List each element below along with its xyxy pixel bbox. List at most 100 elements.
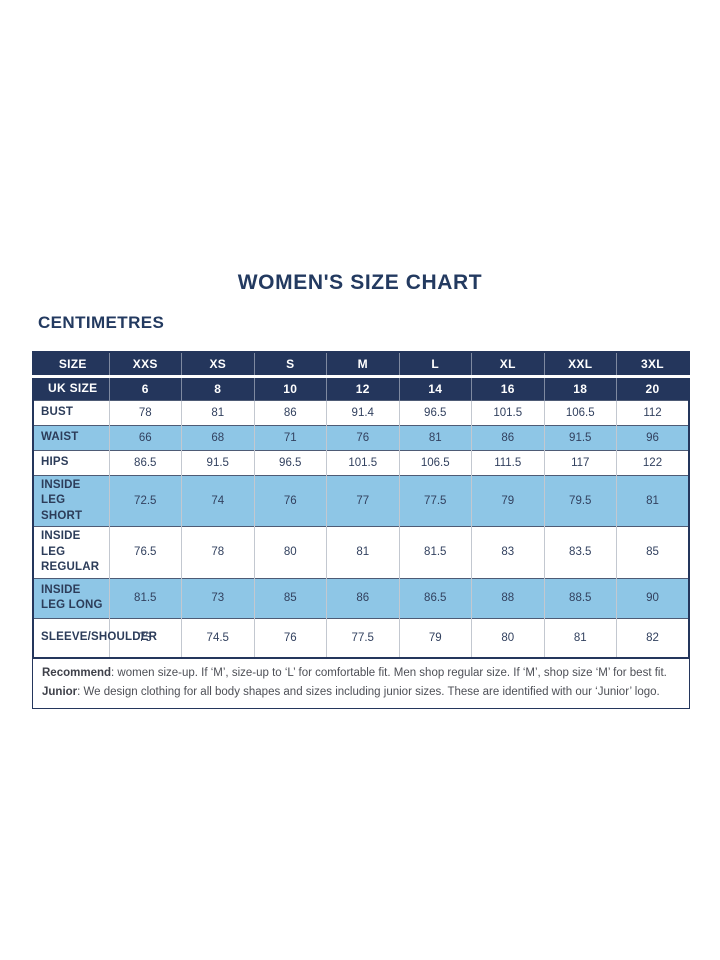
table-cell: 86.5 bbox=[108, 449, 182, 475]
table-cell: 77.5 bbox=[398, 474, 472, 527]
footnote-recommend: Recommend: women size-up. If ‘M’, size-u… bbox=[42, 664, 680, 683]
table-cell: 82 bbox=[616, 617, 689, 659]
table-cell: 76 bbox=[326, 424, 399, 450]
table-cell: 81 bbox=[543, 617, 617, 659]
size-header-cell: XXS bbox=[108, 352, 182, 378]
table-cell: 71 bbox=[253, 424, 327, 450]
size-header-cell: XS bbox=[181, 352, 254, 378]
table-cell: 83 bbox=[471, 526, 544, 579]
table-row-inside-leg-short: INSIDE LEG SHORT 72.5 74 76 77 77.5 79 7… bbox=[33, 474, 689, 527]
footnote-label: Recommend bbox=[42, 667, 112, 680]
table-cell: 81 bbox=[326, 526, 399, 579]
table-cell: 66 bbox=[108, 424, 182, 450]
page-title: WOMEN'S SIZE CHART bbox=[237, 271, 483, 294]
table-cell: 80 bbox=[253, 526, 327, 579]
uk-size-cell: 20 bbox=[616, 376, 689, 400]
uk-size-cell: 10 bbox=[253, 376, 327, 400]
table-cell: 90 bbox=[616, 577, 689, 619]
table-cell: 81 bbox=[616, 474, 689, 527]
footnote-text: : women size-up. If ‘M’, size-up to ‘L’ … bbox=[111, 667, 667, 680]
uk-size-cell: 14 bbox=[398, 376, 472, 400]
table-cell: 96 bbox=[616, 424, 689, 450]
table-cell: 88.5 bbox=[543, 577, 617, 619]
table-cell: 76 bbox=[253, 474, 327, 527]
size-chart-table: SIZE XXS XS S M L XL XXL 3XL UK SIZE 6 8… bbox=[32, 351, 690, 660]
table-cell: 79 bbox=[471, 474, 544, 527]
uk-size-cell: 6 bbox=[108, 376, 182, 400]
size-header-row: SIZE XXS XS S M L XL XXL 3XL bbox=[33, 352, 689, 378]
footnote-junior: Junior: We design clothing for all body … bbox=[42, 683, 680, 702]
table-cell: 79 bbox=[398, 617, 472, 659]
table-cell: 111.5 bbox=[471, 449, 544, 475]
table-row-sleeve-shoulder: SLEEVE/SHOULDER 73 74.5 76 77.5 79 80 81… bbox=[33, 617, 689, 659]
size-header-cell: XXL bbox=[543, 352, 617, 378]
size-header-cell: XL bbox=[471, 352, 544, 378]
table-cell: 91.5 bbox=[543, 424, 617, 450]
table-cell: 78 bbox=[108, 399, 182, 425]
row-label: BUST bbox=[33, 399, 109, 425]
unit-label: CENTIMETRES bbox=[38, 313, 165, 332]
table-cell: 77.5 bbox=[326, 617, 399, 659]
uk-size-label: UK SIZE bbox=[33, 376, 109, 400]
row-label: INSIDE LEG SHORT bbox=[33, 474, 109, 527]
table-cell: 78 bbox=[181, 526, 254, 579]
uk-size-row: UK SIZE 6 8 10 12 14 16 18 20 bbox=[33, 376, 689, 400]
table-cell: 86.5 bbox=[398, 577, 472, 619]
table-cell: 77 bbox=[326, 474, 399, 527]
size-header-cell: M bbox=[326, 352, 399, 378]
table-cell: 68 bbox=[181, 424, 254, 450]
table-cell: 86 bbox=[471, 424, 544, 450]
table-cell: 74 bbox=[181, 474, 254, 527]
size-header-cell: L bbox=[398, 352, 472, 378]
table-cell: 79.5 bbox=[543, 474, 617, 527]
table-cell: 72.5 bbox=[108, 474, 182, 527]
table-cell: 106.5 bbox=[543, 399, 617, 425]
row-label: INSIDE LEG LONG bbox=[33, 577, 109, 619]
row-label: SLEEVE/SHOULDER bbox=[33, 617, 157, 659]
row-label: INSIDE LEG REGULAR bbox=[33, 526, 109, 579]
footnote-label: Junior bbox=[42, 685, 78, 698]
size-header-label: SIZE bbox=[33, 352, 109, 378]
table-cell: 85 bbox=[616, 526, 689, 579]
table-cell: 117 bbox=[543, 449, 617, 475]
table-cell: 76.5 bbox=[108, 526, 182, 579]
size-header-cell: S bbox=[253, 352, 327, 378]
table-cell: 81.5 bbox=[398, 526, 472, 579]
table-cell: 85 bbox=[253, 577, 327, 619]
uk-size-cell: 8 bbox=[181, 376, 254, 400]
uk-size-cell: 12 bbox=[326, 376, 399, 400]
table-cell: 81 bbox=[181, 399, 254, 425]
table-cell: 88 bbox=[471, 577, 544, 619]
table-cell: 112 bbox=[616, 399, 689, 425]
table-row-hips: HIPS 86.5 91.5 96.5 101.5 106.5 111.5 11… bbox=[33, 449, 689, 475]
table-cell: 86 bbox=[326, 577, 399, 619]
table-row-inside-leg-long: INSIDE LEG LONG 81.5 73 85 86 86.5 88 88… bbox=[33, 577, 689, 619]
table-cell: 73 bbox=[181, 577, 254, 619]
table-cell: 91.4 bbox=[326, 399, 399, 425]
table-cell: 83.5 bbox=[543, 526, 617, 579]
uk-size-cell: 18 bbox=[543, 376, 617, 400]
size-chart: SIZE XXS XS S M L XL XXL 3XL UK SIZE 6 8… bbox=[32, 351, 690, 710]
table-cell: 73 bbox=[108, 617, 182, 659]
size-header-cell: 3XL bbox=[616, 352, 689, 378]
table-cell: 122 bbox=[616, 449, 689, 475]
table-cell: 106.5 bbox=[398, 449, 472, 475]
table-cell: 101.5 bbox=[471, 399, 544, 425]
table-cell: 81 bbox=[398, 424, 472, 450]
table-cell: 81.5 bbox=[108, 577, 182, 619]
table-cell: 74.5 bbox=[181, 617, 254, 659]
table-cell: 80 bbox=[471, 617, 544, 659]
table-cell: 91.5 bbox=[181, 449, 254, 475]
table-row-waist: WAIST 66 68 71 76 81 86 91.5 96 bbox=[33, 424, 689, 450]
uk-size-cell: 16 bbox=[471, 376, 544, 400]
table-cell: 96.5 bbox=[398, 399, 472, 425]
table-row-bust: BUST 78 81 86 91.4 96.5 101.5 106.5 112 bbox=[33, 399, 689, 425]
table-cell: 86 bbox=[253, 399, 327, 425]
table-cell: 96.5 bbox=[253, 449, 327, 475]
footnotes: Recommend: women size-up. If ‘M’, size-u… bbox=[32, 659, 690, 710]
table-cell: 101.5 bbox=[326, 449, 399, 475]
row-label: HIPS bbox=[33, 449, 109, 475]
footnote-text: : We design clothing for all body shapes… bbox=[77, 685, 660, 698]
table-row-inside-leg-regular: INSIDE LEG REGULAR 76.5 78 80 81 81.5 83… bbox=[33, 526, 689, 579]
